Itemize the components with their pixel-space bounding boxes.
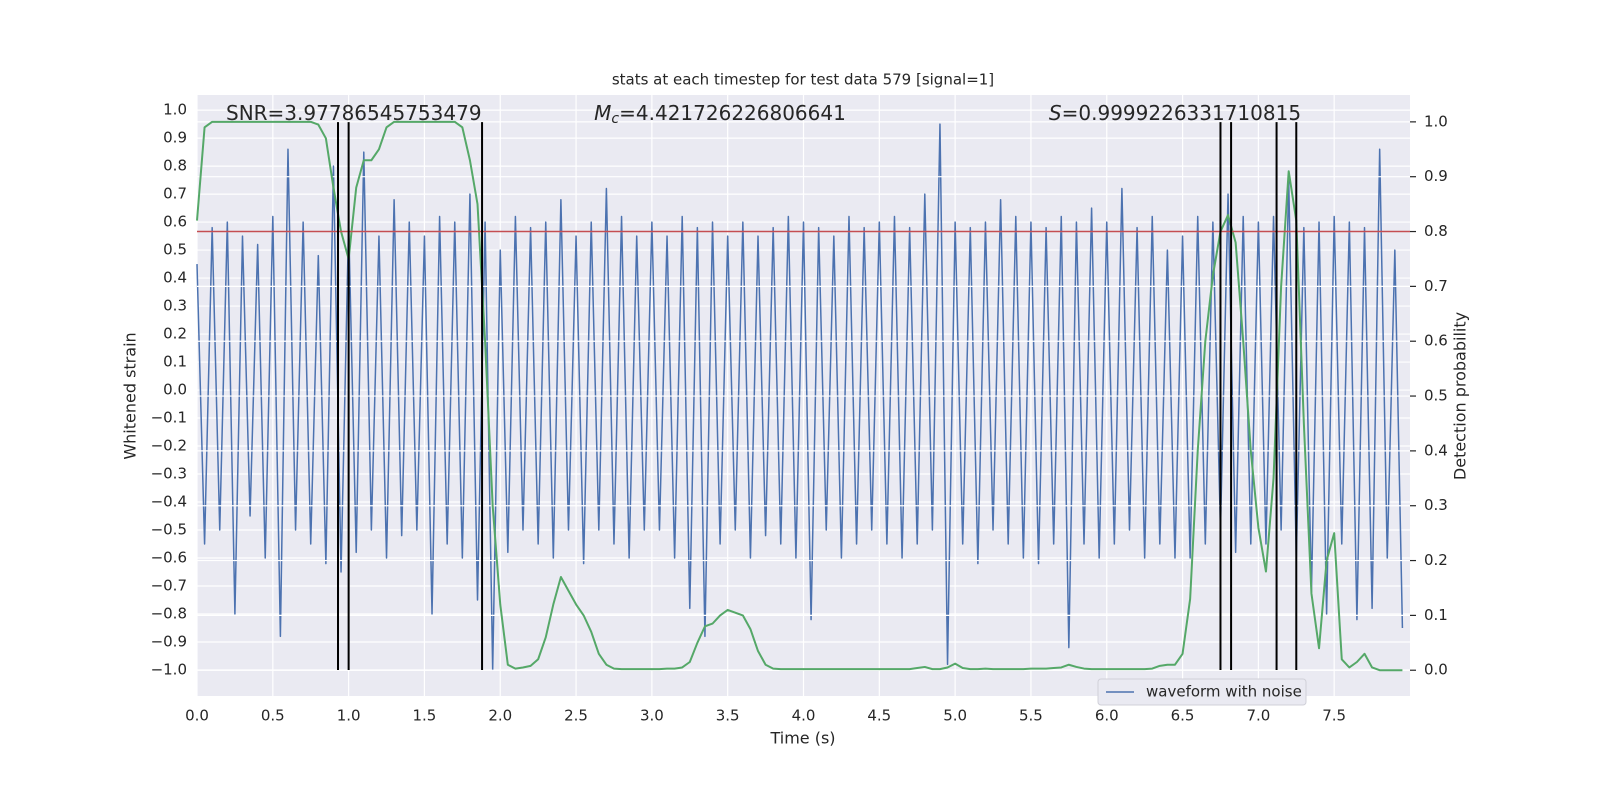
y-tick-label: −0.2 <box>151 437 187 455</box>
x-tick-label: 4.0 <box>792 707 816 725</box>
x-tick-label: 5.0 <box>943 707 967 725</box>
y2-tick-label: 0.4 <box>1424 441 1448 459</box>
y-tick-label: 0.1 <box>163 353 187 371</box>
x-axis-label: Time (s) <box>769 729 835 748</box>
y2-axis-label: Detection probability <box>1451 312 1470 480</box>
y-tick-label: −0.7 <box>151 576 187 594</box>
annotation-symbol: S <box>1049 101 1062 125</box>
annotation-subscript: c <box>611 111 619 127</box>
annotation: SNR=3.97786545753479 <box>226 101 482 125</box>
x-tick-label: 6.5 <box>1171 707 1195 725</box>
annotation: Mc=4.421726226806641 <box>594 101 846 128</box>
x-tick-label: 7.5 <box>1322 707 1346 725</box>
x-tick-label: 4.5 <box>867 707 891 725</box>
y2-tick-label: 0.0 <box>1424 661 1448 679</box>
x-tick-label: 3.0 <box>640 707 664 725</box>
y-tick-label: 0.9 <box>163 129 187 147</box>
y2-tick-label: 0.5 <box>1424 387 1448 405</box>
chart-title: stats at each timestep for test data 579… <box>612 71 994 89</box>
line-series <box>196 120 1403 672</box>
y2-tick-label: 0.2 <box>1424 551 1448 569</box>
line-series <box>196 123 1404 671</box>
y-tick-label: 0.0 <box>163 381 187 399</box>
y2-tick-label: 0.7 <box>1424 277 1448 295</box>
x-tick-label: 1.5 <box>413 707 437 725</box>
x-tick-label: 7.0 <box>1246 707 1270 725</box>
y2-tick-label: 0.1 <box>1424 606 1448 624</box>
annotation-text: =0.9999226331710815 <box>1062 101 1301 125</box>
y-tick-label: 0.8 <box>163 157 187 175</box>
y-tick-label: 0.4 <box>163 269 187 287</box>
y2-tick-label: 0.9 <box>1424 167 1448 185</box>
annotation-text: SNR=3.97786545753479 <box>226 101 482 125</box>
y-tick-label: −0.6 <box>151 548 187 566</box>
y-tick-label: 0.6 <box>163 213 187 231</box>
y2-tick-label: 0.6 <box>1424 332 1448 350</box>
x-tick-label: 0.5 <box>261 707 285 725</box>
legend-label: waveform with noise <box>1146 683 1302 701</box>
x-tick-label: 3.5 <box>716 707 740 725</box>
annotation-symbol: M <box>594 101 611 125</box>
x-tick-label: 2.0 <box>488 707 512 725</box>
x-tick-label: 2.5 <box>564 707 588 725</box>
y-tick-label: 1.0 <box>163 101 187 119</box>
x-tick-label: 6.0 <box>1095 707 1119 725</box>
y-tick-label: −0.4 <box>151 493 187 511</box>
y2-tick-label: 0.3 <box>1424 496 1448 514</box>
legend-box <box>1097 678 1307 706</box>
y-tick-label: −0.8 <box>151 604 187 622</box>
y-tick-label: −0.5 <box>151 521 187 539</box>
y2-tick-label: 0.8 <box>1424 222 1448 240</box>
y-tick-label: −0.1 <box>151 409 187 427</box>
y-tick-label: −0.3 <box>151 465 187 483</box>
annotation: S=0.9999226331710815 <box>1049 101 1301 125</box>
y-tick-label: −0.9 <box>151 632 187 650</box>
y2-tick-label: 1.0 <box>1424 112 1448 130</box>
y-tick-label: 0.3 <box>163 297 187 315</box>
y-tick-label: 0.7 <box>163 185 187 203</box>
y-tick-label: −1.0 <box>151 660 187 678</box>
y-tick-label: 0.2 <box>163 325 187 343</box>
x-tick-label: 1.0 <box>337 707 361 725</box>
x-tick-label: 0.0 <box>185 707 209 725</box>
y-axis-label: Whitened strain <box>121 332 140 459</box>
x-tick-label: 5.5 <box>1019 707 1043 725</box>
y-tick-label: 0.5 <box>163 241 187 259</box>
annotation-text: =4.421726226806641 <box>619 101 846 125</box>
